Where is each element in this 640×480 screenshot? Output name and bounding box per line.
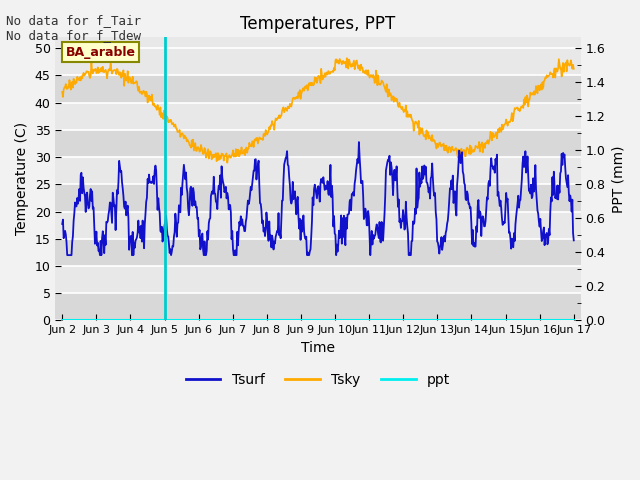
Text: No data for f_Tair
No data for f_Tdew: No data for f_Tair No data for f_Tdew bbox=[6, 14, 141, 42]
ppt bbox=[120, 318, 128, 324]
ppt bbox=[58, 318, 66, 324]
Bar bbox=[56, 130, 580, 157]
Tsky bbox=[570, 66, 578, 72]
Tsky bbox=[68, 82, 76, 87]
Tsurf bbox=[200, 252, 207, 258]
X-axis label: Time: Time bbox=[301, 341, 335, 355]
ppt bbox=[380, 318, 388, 324]
Legend: Tsurf, Tsky, ppt: Tsurf, Tsky, ppt bbox=[180, 368, 456, 393]
Tsurf bbox=[58, 221, 66, 227]
Tsurf bbox=[63, 252, 71, 258]
Bar bbox=[56, 75, 580, 103]
Tsky bbox=[172, 125, 180, 131]
Bar bbox=[56, 48, 580, 75]
Bar bbox=[56, 239, 580, 266]
Y-axis label: Temperature (C): Temperature (C) bbox=[15, 122, 29, 236]
ppt bbox=[68, 318, 76, 324]
Bar bbox=[56, 212, 580, 239]
Tsurf bbox=[570, 238, 578, 243]
Bar bbox=[56, 266, 580, 293]
Title: Temperatures, PPT: Temperatures, PPT bbox=[241, 15, 396, 33]
Tsurf bbox=[355, 139, 363, 145]
Bar bbox=[56, 103, 580, 130]
Tsurf bbox=[381, 193, 389, 199]
Tsky bbox=[396, 104, 404, 109]
Tsurf bbox=[68, 239, 76, 245]
Tsky bbox=[199, 151, 207, 157]
Bar bbox=[56, 293, 580, 321]
Text: BA_arable: BA_arable bbox=[66, 46, 136, 59]
Tsurf bbox=[121, 206, 129, 212]
Tsurf bbox=[173, 234, 180, 240]
Tsky bbox=[343, 55, 351, 61]
Line: Tsurf: Tsurf bbox=[62, 142, 574, 255]
Tsky bbox=[58, 89, 66, 95]
Line: Tsky: Tsky bbox=[62, 58, 574, 163]
Tsurf bbox=[396, 216, 404, 222]
Tsky bbox=[120, 83, 128, 89]
ppt bbox=[570, 318, 578, 324]
Tsky bbox=[223, 160, 231, 166]
ppt bbox=[172, 318, 180, 324]
Bar bbox=[56, 184, 580, 212]
Tsky bbox=[381, 86, 389, 92]
Bar bbox=[56, 157, 580, 184]
Y-axis label: PPT (mm): PPT (mm) bbox=[611, 145, 625, 213]
ppt bbox=[395, 318, 403, 324]
ppt bbox=[199, 318, 207, 324]
